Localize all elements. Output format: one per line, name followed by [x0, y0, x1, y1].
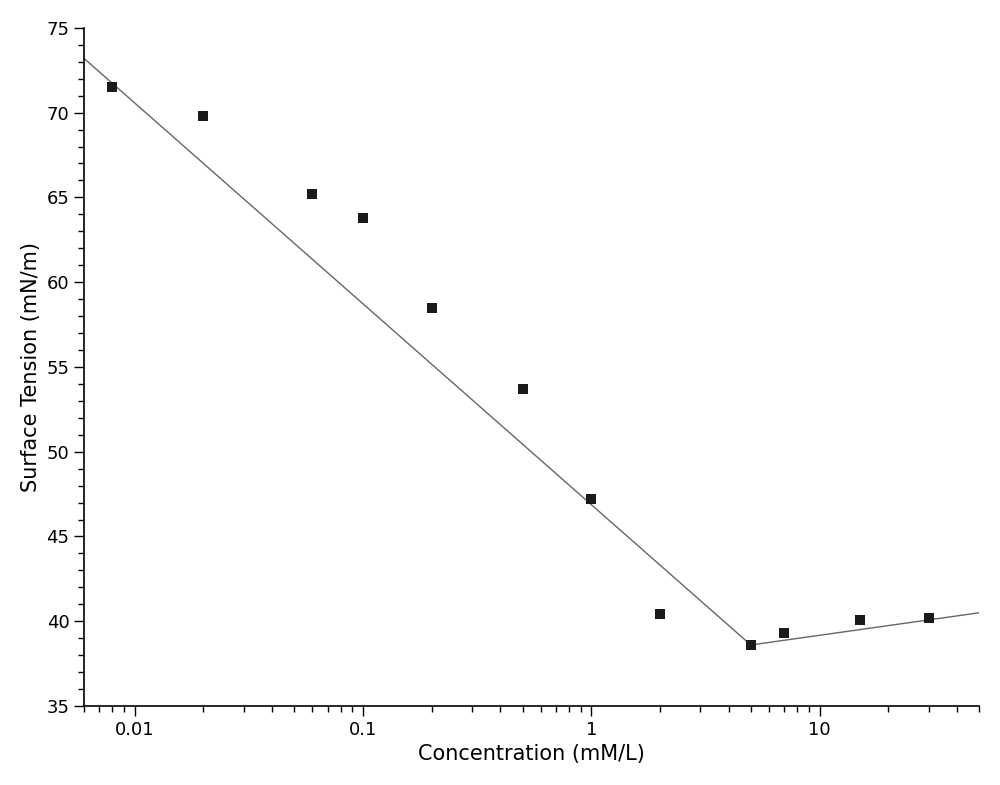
Point [304, 188, 320, 200]
Point [355, 211, 371, 224]
Point [743, 639, 759, 652]
Point [652, 608, 668, 621]
Point [195, 110, 211, 122]
Point [583, 493, 599, 506]
Point [515, 383, 531, 396]
Point [921, 612, 937, 624]
Point [104, 81, 120, 93]
X-axis label: Concentration (mM/L): Concentration (mM/L) [418, 744, 645, 764]
Point [424, 301, 440, 314]
Y-axis label: Surface Tension (mN/m): Surface Tension (mN/m) [21, 242, 41, 492]
Point [852, 613, 868, 626]
Point [776, 627, 792, 640]
